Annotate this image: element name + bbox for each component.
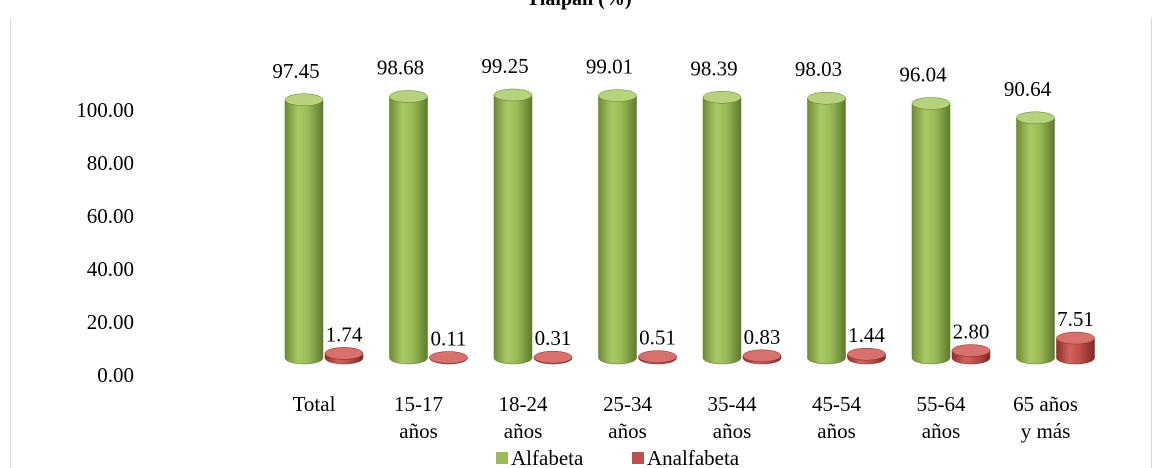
x-tick-label: 55-64 años <box>917 392 966 443</box>
bar-alfabeta-15-17-a-os <box>389 90 428 365</box>
legend-label: Alfabeta <box>511 446 584 468</box>
x-tick-label: 15-17 años <box>394 392 443 443</box>
data-label-analfabeta-55-64-a-os: 2.80 <box>953 320 990 344</box>
chart-frame-left-edge <box>10 18 11 468</box>
data-label-analfabeta-15-17-a-os: 0.11 <box>431 327 467 351</box>
bar-analfabeta-45-54-a-os <box>847 347 886 365</box>
bar-analfabeta-65-a-os-y-m-s <box>1056 331 1095 365</box>
bar-analfabeta-55-64-a-os <box>951 344 991 365</box>
data-label-analfabeta-18-24-a-os: 0.31 <box>535 326 572 350</box>
bar-alfabeta-35-44-a-os <box>702 91 742 365</box>
bar-analfabeta-25-34-a-os <box>638 350 677 365</box>
data-label-alfabeta-35-44-a-os: 98.39 <box>690 56 737 80</box>
data-label-alfabeta-45-54-a-os: 98.03 <box>795 57 842 81</box>
x-tick-label: 45-54 años <box>812 392 861 443</box>
x-tick-label: Total <box>293 392 336 416</box>
bar-alfabeta-55-64-a-os <box>911 97 951 365</box>
y-tick-label: 100.00 <box>76 98 134 122</box>
data-label-alfabeta-18-24-a-os: 99.25 <box>481 54 528 78</box>
legend-label: Analfabeta <box>647 446 740 468</box>
y-tick-label: 60.00 <box>87 204 134 228</box>
bar-alfabeta-45-54-a-os <box>807 91 846 365</box>
x-tick-label: 18-24 años <box>499 392 548 443</box>
x-tick-label: 65 años y más <box>1013 392 1078 443</box>
y-tick-label: 0.00 <box>97 363 134 387</box>
bar-analfabeta-18-24-a-os <box>533 350 573 365</box>
data-label-alfabeta-total: 97.45 <box>272 59 319 83</box>
bar-analfabeta-15-17-a-os <box>429 351 468 365</box>
x-tick-label: 25-34 años <box>603 392 652 443</box>
data-label-alfabeta-15-17-a-os: 98.68 <box>377 55 424 79</box>
y-tick-label: 80.00 <box>87 151 134 175</box>
data-label-alfabeta-65-a-os-y-m-s: 90.64 <box>1004 77 1052 101</box>
bar-analfabeta-35-44-a-os <box>742 349 782 365</box>
legend-item-alfabeta: Alfabeta <box>496 446 584 468</box>
data-label-analfabeta-total: 1.74 <box>326 322 363 346</box>
data-label-analfabeta-35-44-a-os: 0.83 <box>744 325 781 349</box>
bar-alfabeta-65-a-os-y-m-s <box>1016 111 1055 365</box>
data-label-alfabeta-55-64-a-os: 96.04 <box>899 62 947 86</box>
bar-alfabeta-25-34-a-os <box>598 89 637 365</box>
x-tick-label: 35-44 años <box>708 392 757 443</box>
legend-swatch <box>632 452 644 464</box>
data-label-analfabeta-25-34-a-os: 0.51 <box>639 326 676 350</box>
data-label-alfabeta-25-34-a-os: 99.01 <box>586 55 633 79</box>
y-tick-label: 20.00 <box>87 310 134 334</box>
data-label-analfabeta-65-a-os-y-m-s: 7.51 <box>1057 307 1094 331</box>
bar-alfabeta-18-24-a-os <box>493 88 533 365</box>
chart-frame-right-edge <box>1151 18 1152 468</box>
y-tick-label: 40.00 <box>87 257 134 281</box>
data-label-analfabeta-45-54-a-os: 1.44 <box>848 323 885 347</box>
legend-item-analfabeta: Analfabeta <box>632 446 740 468</box>
chart-title: Tlalpan (%) <box>0 0 1158 11</box>
legend-swatch <box>496 452 508 464</box>
bar-alfabeta-total <box>284 93 324 365</box>
bar-analfabeta-total <box>324 347 364 365</box>
